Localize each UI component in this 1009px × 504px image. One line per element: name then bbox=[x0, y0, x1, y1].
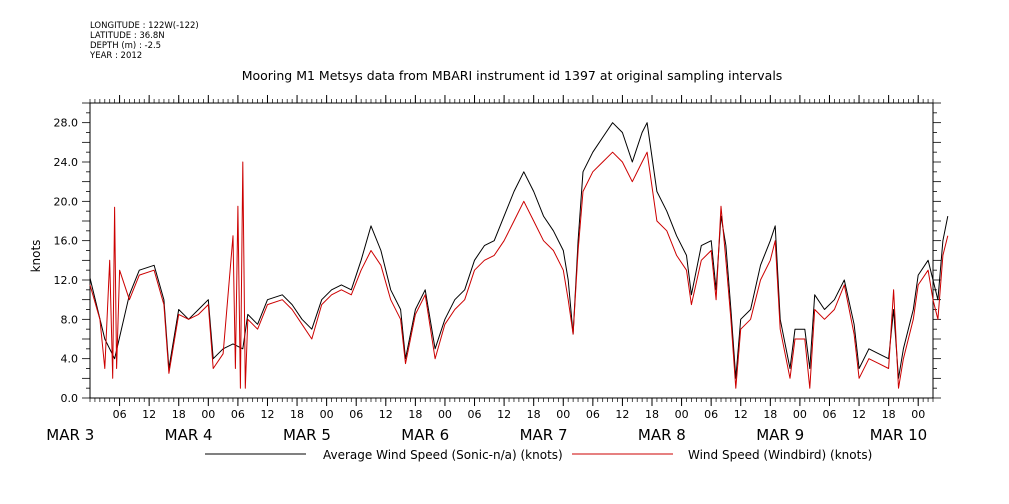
x-hour-tick-label: 12 bbox=[379, 408, 393, 421]
x-hour-tick-label: 12 bbox=[852, 408, 866, 421]
x-hour-tick-label: 12 bbox=[734, 408, 748, 421]
series-line-2 bbox=[89, 151, 949, 389]
x-hour-tick-label: 18 bbox=[763, 408, 777, 421]
axes: 06 12 18 00 06 12 18 00 06 12 18 00 06 12 18 00 06 12 18 00… bbox=[46, 95, 941, 444]
x-hour-tick-label: 18 bbox=[645, 408, 659, 421]
y-tick-label: 28.0 bbox=[54, 117, 79, 130]
x-hour-tick-label: 06 bbox=[822, 408, 836, 421]
x-hour-tick-label: 00 bbox=[320, 408, 334, 421]
x-day-label: MAR 10 bbox=[870, 426, 927, 444]
legend-label-1: Average Wind Speed (Sonic-n/a) (knots) bbox=[323, 448, 563, 462]
y-tick-label: 8.0 bbox=[61, 313, 79, 326]
year-text: YEAR : 2012 bbox=[90, 51, 143, 61]
x-hour-tick-label: 12 bbox=[142, 408, 156, 421]
x-day-label: MAR 4 bbox=[165, 426, 213, 444]
x-hour-tick-label: 06 bbox=[586, 408, 600, 421]
x-hour-tick-label: 06 bbox=[468, 408, 482, 421]
x-hour-tick-label: 06 bbox=[349, 408, 363, 421]
longitude-text: LONGITUDE : 122W(-122) bbox=[90, 21, 199, 31]
x-hour-tick-label: 18 bbox=[172, 408, 186, 421]
latitude-text: LATITUDE : 36.8N bbox=[90, 31, 165, 41]
x-day-label: MAR 9 bbox=[756, 426, 804, 444]
x-hour-tick-label: 06 bbox=[704, 408, 718, 421]
x-day-label: MAR 5 bbox=[283, 426, 331, 444]
x-hour-tick-label: 12 bbox=[615, 408, 629, 421]
x-hour-tick-label: 06 bbox=[113, 408, 127, 421]
x-day-label: MAR 6 bbox=[401, 426, 449, 444]
chart-title: Mooring M1 Metsys data from MBARI instru… bbox=[242, 68, 783, 83]
y-tick-label: 4.0 bbox=[61, 353, 79, 366]
legend-label-2: Wind Speed (Windbird) (knots) bbox=[688, 448, 872, 462]
x-hour-tick-label: 00 bbox=[556, 408, 570, 421]
x-hour-tick-label: 06 bbox=[231, 408, 245, 421]
y-tick-label: 16.0 bbox=[54, 235, 79, 248]
legend: Average Wind Speed (Sonic-n/a) (knots) Wi… bbox=[205, 448, 872, 462]
x-hour-tick-label: 00 bbox=[201, 408, 215, 421]
y-tick-label: 0.0 bbox=[61, 392, 79, 405]
x-hour-tick-label: 00 bbox=[793, 408, 807, 421]
y-axis-label: knots bbox=[29, 240, 43, 273]
y-tick-label: 24.0 bbox=[54, 156, 79, 169]
y-tick-label: 12.0 bbox=[54, 274, 79, 287]
metadata-block: LONGITUDE : 122W(-122) LATITUDE : 36.8N … bbox=[90, 21, 199, 61]
x-hour-tick-label: 00 bbox=[438, 408, 452, 421]
x-day-label: MAR 3 bbox=[46, 426, 94, 444]
x-hour-tick-label: 18 bbox=[290, 408, 304, 421]
x-day-label: MAR 7 bbox=[520, 426, 568, 444]
x-hour-tick-label: 18 bbox=[527, 408, 541, 421]
x-hour-tick-label: 18 bbox=[408, 408, 422, 421]
series-layer bbox=[89, 122, 949, 389]
x-hour-tick-label: 00 bbox=[675, 408, 689, 421]
x-hour-tick-label: 00 bbox=[911, 408, 925, 421]
depth-text: DEPTH (m) : -2.5 bbox=[90, 41, 162, 51]
x-hour-tick-label: 12 bbox=[497, 408, 511, 421]
series-line-1 bbox=[89, 122, 949, 379]
x-hour-tick-label: 12 bbox=[260, 408, 274, 421]
x-day-label: MAR 8 bbox=[638, 426, 686, 444]
x-hour-tick-label: 18 bbox=[882, 408, 896, 421]
y-tick-label: 20.0 bbox=[54, 195, 79, 208]
